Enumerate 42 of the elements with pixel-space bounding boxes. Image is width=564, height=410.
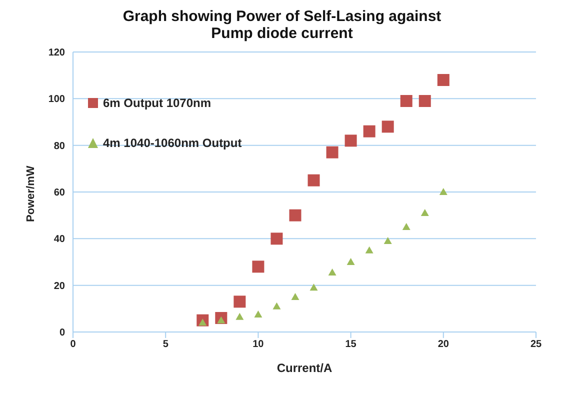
y-tick-label: 120	[48, 48, 66, 59]
y-tick-label: 100	[48, 94, 66, 106]
point	[400, 95, 412, 107]
x-tick-label: 20	[438, 339, 450, 350]
point	[344, 134, 357, 147]
y-tick-label: 40	[54, 234, 66, 246]
point	[363, 125, 376, 138]
y-tick-label: 20	[54, 280, 66, 292]
point	[326, 146, 338, 158]
y-tick-label: 80	[54, 140, 66, 152]
point	[382, 120, 394, 133]
point	[272, 302, 281, 310]
legend-label: 6m Output 1070nm	[103, 96, 212, 110]
point	[252, 260, 264, 273]
point	[328, 268, 336, 276]
point	[308, 174, 320, 186]
point	[254, 310, 262, 318]
point	[291, 293, 300, 300]
point	[420, 209, 429, 216]
x-tick-label: 15	[345, 339, 357, 350]
x-tick-label: 10	[252, 339, 264, 350]
point	[346, 258, 355, 265]
point	[437, 74, 450, 86]
y-tick-label: 60	[54, 188, 66, 199]
x-tick-label: 25	[530, 339, 542, 350]
point	[365, 246, 374, 254]
point	[310, 284, 318, 291]
legend-label: 4m 1040-1060nm Output	[103, 136, 242, 150]
point	[289, 209, 302, 222]
y-axis-title: Power/mW	[24, 165, 37, 222]
chart-title: Graph showing Power of Self-Lasing against Pump diode current	[122, 8, 442, 42]
x-axis-title: Current/A	[276, 361, 332, 375]
point	[439, 188, 448, 195]
x-tick-label: 5	[162, 339, 169, 350]
point	[270, 232, 283, 245]
y-tick-label: 0	[59, 328, 66, 339]
point	[236, 312, 244, 320]
point	[418, 95, 431, 107]
point	[402, 223, 410, 230]
point	[234, 296, 246, 308]
x-tick-label: 0	[70, 339, 76, 350]
point	[384, 237, 392, 244]
